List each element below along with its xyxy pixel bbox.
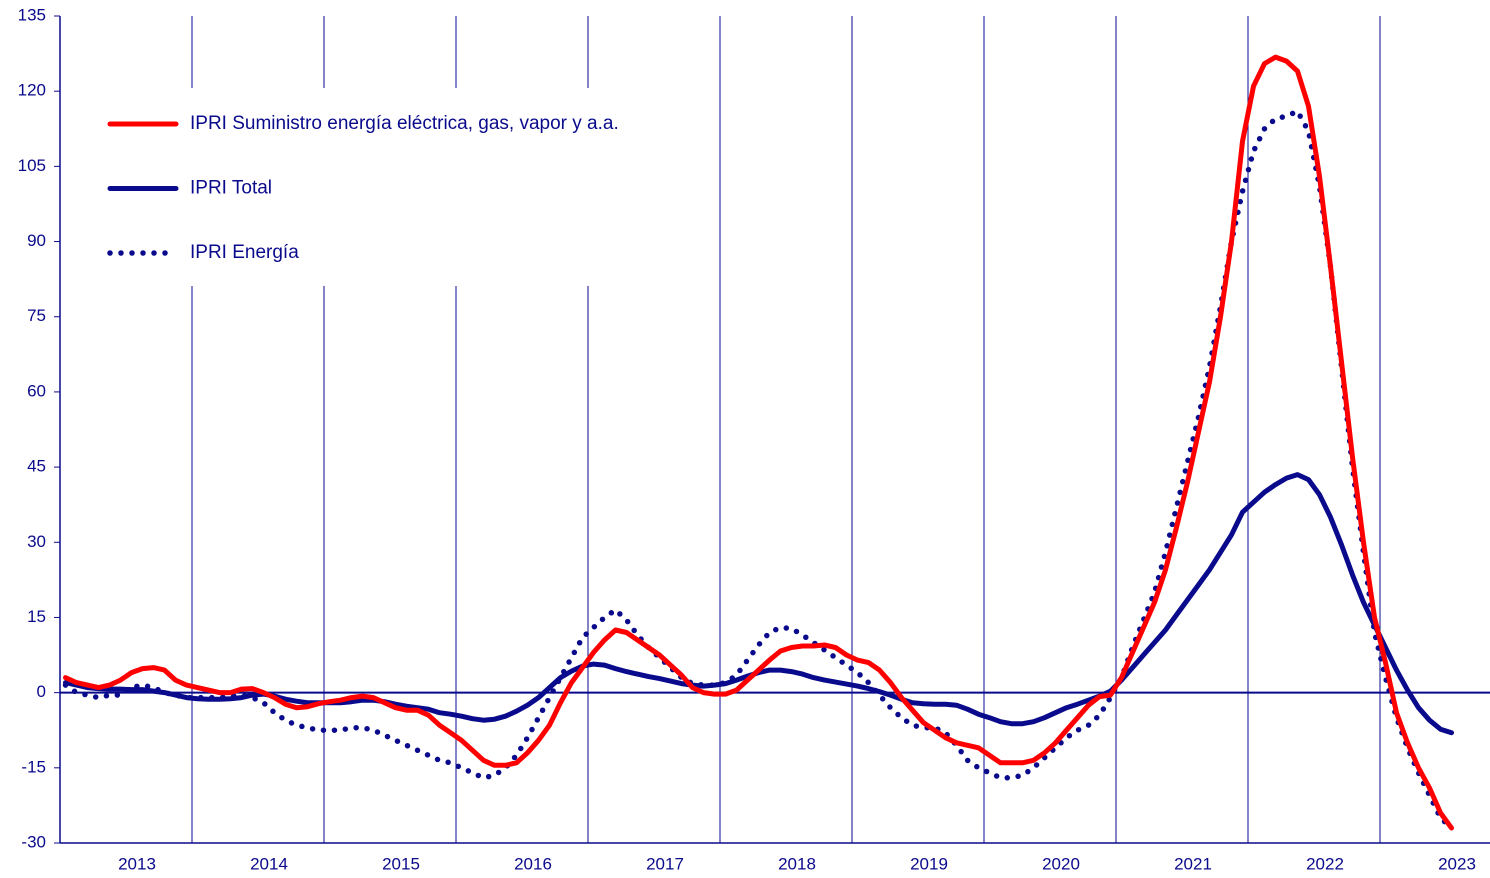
x-tick-label: 2014: [250, 854, 288, 873]
x-tick-label: 2021: [1174, 854, 1212, 873]
x-tick-label: 2013: [118, 854, 156, 873]
y-tick-label: 90: [27, 231, 46, 250]
legend-label: IPRI Energía: [190, 242, 299, 263]
y-tick-label: 105: [18, 156, 46, 175]
x-tick-label: 2017: [646, 854, 684, 873]
x-tick-label: 2016: [514, 854, 552, 873]
series-line: [62, 107, 1455, 831]
x-tick-label: 2019: [910, 854, 948, 873]
x-tick-label: 2020: [1042, 854, 1080, 873]
series-line: [63, 472, 1454, 736]
legend-label: IPRI Total: [190, 178, 272, 199]
y-tick-label: -30: [21, 832, 46, 851]
y-tick-label: 45: [27, 457, 46, 476]
y-tick-label: 60: [27, 381, 46, 400]
x-tick-label: 2023: [1438, 854, 1476, 873]
legend-label: IPRI Suministro energía eléctrica, gas, …: [190, 113, 619, 134]
y-tick-label: 30: [27, 532, 46, 551]
series-line: [63, 54, 1454, 831]
y-tick-label: 15: [27, 607, 46, 626]
x-tick-label: 2022: [1306, 854, 1344, 873]
y-tick-label: 0: [37, 682, 46, 701]
x-tick-label: 2018: [778, 854, 816, 873]
y-tick-label: -15: [21, 757, 46, 776]
y-tick-label: 120: [18, 81, 46, 100]
x-tick-label: 2015: [382, 854, 420, 873]
y-tick-label: 135: [18, 5, 46, 24]
y-tick-label: 75: [27, 306, 46, 325]
